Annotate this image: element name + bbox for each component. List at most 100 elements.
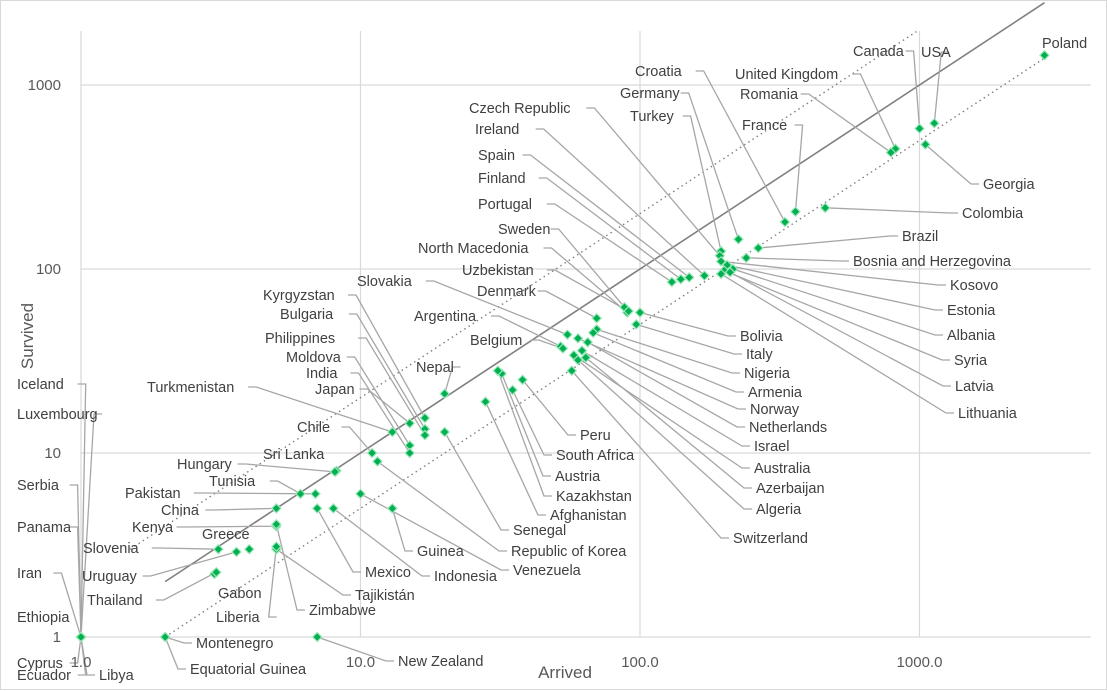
point-bosnia-and-herzegovina [740,252,752,264]
point-denmark [591,312,603,324]
leader-line-australia [573,354,750,469]
leader-line-czech-republic [586,107,721,257]
point-portugal [666,276,678,288]
label-poland: Poland [1042,36,1087,52]
label-mexico: Mexico [365,565,411,581]
label-bolivia: Bolivia [740,329,784,345]
label-kosovo: Kosovo [950,278,998,294]
leader-line-kazakhstan [497,370,552,497]
leader-line-turkey [682,115,722,252]
leader-line-uruguay [142,551,237,577]
point-japan [404,417,416,429]
point-afghanistan [480,396,491,408]
reference-lines [129,2,1045,638]
label-iceland: Iceland [17,377,64,393]
leader-line-albania [732,268,943,336]
point-south-africa [507,384,518,396]
label-australia: Australia [754,461,811,477]
label-norway: Norway [750,402,800,418]
label-azerbaijan: Azerbaijan [756,481,825,497]
leader-line-bosnia-and-herzegovina [746,257,849,262]
leader-line-luxembourg [80,413,102,638]
label-leader-lines [53,50,979,676]
label-china: China [161,503,200,519]
data-labels: Poland USA Canada Georgia United Kingdom Roma… [17,36,1087,684]
label-austria: Austria [555,469,601,485]
point-spain [683,272,695,283]
point-usa [928,117,940,129]
point-latvia [724,266,736,278]
label-montenegro: Montenegro [196,636,273,652]
label-pakistan: Pakistan [125,486,181,502]
label-portugal: Portugal [478,197,532,213]
leader-line-afghanistan [484,401,546,516]
label-bulgaria: Bulgaria [280,307,334,323]
leader-line-zimbabwe [275,524,305,611]
label-tunisia: Tunisia [209,474,256,490]
label-estonia: Estonia [947,303,996,319]
point-turkmenistan [386,426,398,438]
y-tick-label: 1000 [28,77,61,94]
label-zimbabwe: Zimbabwe [309,603,376,619]
point-bulgaria [419,423,431,435]
point-belgium [557,343,569,354]
label-chile: Chile [297,420,330,436]
point-uzbekistan [623,305,634,317]
leader-line-equatorial-guinea [164,636,186,670]
label-ecuador: Ecuador [17,668,71,684]
point-nepal [439,388,451,400]
label-israel: Israel [754,439,789,455]
leader-line-iran [53,572,82,638]
point-israel [576,345,588,357]
leader-line-peru [522,379,576,436]
point-china [270,503,282,514]
point-germany [733,233,744,245]
label-libya: Libya [99,668,135,684]
label-algeria: Algeria [756,502,802,518]
leader-line-denmark [537,290,598,319]
leader-line-venezuela [360,493,509,571]
leader-line-argentina [490,315,561,347]
label-nigeria: Nigeria [744,366,791,382]
point-france [790,206,801,218]
leader-line-turkmenistan [248,386,393,433]
leader-line-uzbekistan [547,269,629,312]
label-serbia: Serbia [17,478,60,494]
label-slovakia: Slovakia [357,274,413,290]
leader-line-chile [341,426,373,454]
label-sri-lanka: Sri Lanka [263,447,325,463]
label-romania: Romania [740,87,799,103]
label-ethiopia: Ethiopia [17,610,70,626]
leader-line-croatia [695,70,786,223]
leader-line-tajikist-n [275,548,351,596]
point-croatia [779,216,791,228]
label-argentina: Argentina [414,309,477,325]
leader-line-netherlands [587,341,745,428]
point-norway [572,332,584,344]
point-new-zealand [311,631,323,643]
label-thailand: Thailand [87,593,143,609]
label-kyrgyzstan: Kyrgyzstan [263,288,335,304]
ratio-band-line [164,57,1045,638]
leader-line-sweden [550,228,625,308]
point-switzerland [566,365,578,377]
leader-line-israel [581,350,750,447]
leader-line-austria [501,373,551,477]
point-bolivia [634,307,646,318]
leader-line-kyrgyzstan [348,294,426,419]
leader-line-lithuania [720,273,954,414]
x-tick-label: 100.0 [621,654,659,671]
leader-line-moldova [346,356,411,446]
leader-line-finland [538,177,682,280]
label-croatia: Croatia [635,64,683,80]
leader-line-france [794,124,804,212]
label-syria: Syria [954,353,988,369]
label-equatorial-guinea: Equatorial Guinea [190,662,307,678]
label-panama: Panama [17,520,72,536]
leader-line-belgium [530,339,564,350]
leader-line-germany [680,92,740,240]
label-kenya: Kenya [132,520,174,536]
label-greece: Greece [202,527,250,543]
point-mexico [311,503,323,514]
